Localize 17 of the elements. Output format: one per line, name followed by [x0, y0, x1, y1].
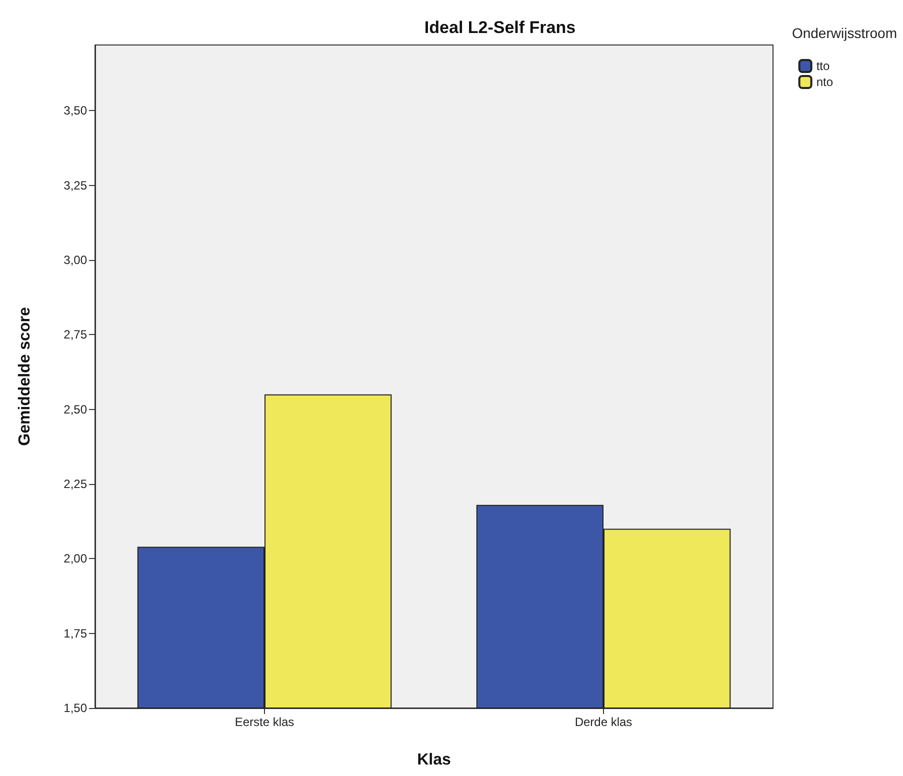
y-tick-label: 1,50: [64, 701, 88, 715]
y-tick-label: 2,50: [64, 402, 88, 416]
y-tick-label: 3,50: [64, 104, 88, 118]
legend-label: nto: [816, 75, 834, 89]
y-tick-label: 2,25: [64, 477, 88, 492]
legend-label: tto: [816, 59, 830, 73]
chart-title: Ideal L2-Self Frans: [424, 18, 576, 37]
x-tick-label: Eerste klas: [234, 715, 294, 729]
y-tick-label: 3,00: [64, 253, 88, 268]
x-tick-label: Derde klas: [574, 715, 632, 729]
legend-title: Onderwijsstroom: [792, 25, 898, 41]
y-tick-label: 2,75: [64, 328, 88, 342]
y-axis-title: Gemiddelde score: [16, 307, 34, 446]
x-axis-title: Klas: [417, 752, 451, 768]
y-tick-label: 2,00: [64, 552, 88, 566]
y-tick-label: 1,75: [64, 626, 88, 640]
y-tick-label: 3,25: [64, 178, 88, 192]
